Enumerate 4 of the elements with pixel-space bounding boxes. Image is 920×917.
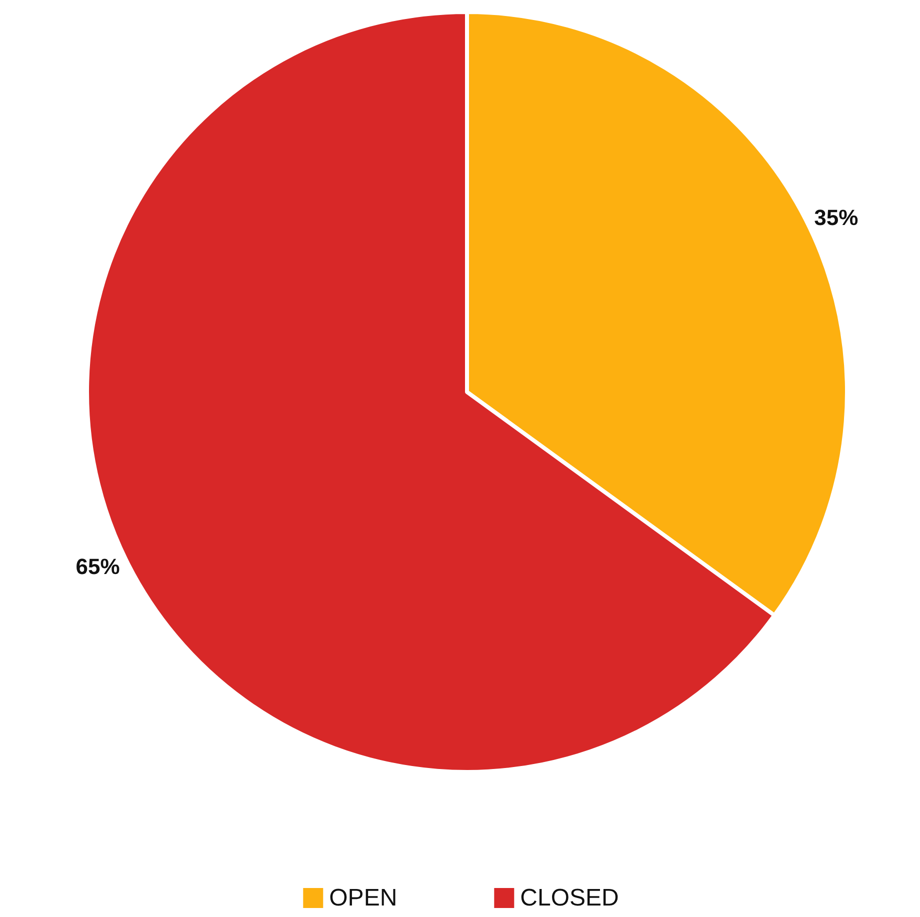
data-label: 65% xyxy=(76,554,120,579)
legend-label: CLOSED xyxy=(520,884,619,912)
legend-label: OPEN xyxy=(329,884,398,912)
data-label: 35% xyxy=(814,205,858,230)
